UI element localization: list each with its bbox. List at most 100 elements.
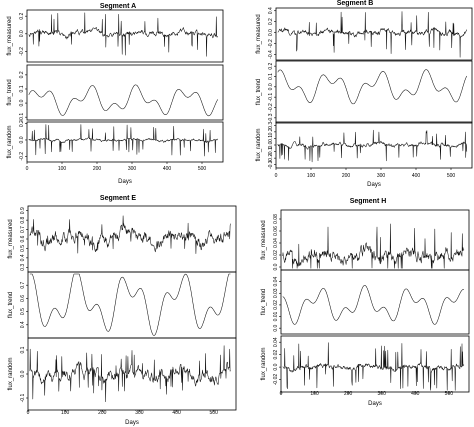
series-line xyxy=(29,215,231,254)
panel-0: 0.3 0.4 0.5 0.6 0.7 0.8 0.9 flux_measured xyxy=(8,205,237,273)
y-tick-label: 0.02 xyxy=(273,250,279,260)
panel-frame xyxy=(27,205,237,273)
y-tick-label: 0.1 xyxy=(268,135,274,142)
y-axis-label: flux_measured xyxy=(256,14,262,53)
y-axis-label: flux_measured xyxy=(8,219,14,258)
y-tick-label: 0.7 xyxy=(20,226,26,233)
y-tick-label: 0.0 xyxy=(19,30,25,37)
panel-frame xyxy=(26,64,224,121)
panel-2: -0.02 0.0 0.02 0.04 flux_random 0 100 200 300 400… xyxy=(261,335,470,397)
y-tick-label: 0.2 xyxy=(19,12,25,19)
series-line xyxy=(28,124,218,157)
x-tick-label: 300 xyxy=(377,173,386,179)
panel-1: -0.3-0.2-0.1 0.0 0.1 0.2 flux_trend xyxy=(256,60,473,124)
x-tick-label: 200 xyxy=(98,410,107,416)
x-tick-label: 100 xyxy=(58,166,67,172)
panel-frame xyxy=(27,271,237,339)
x-tick-label: 0 xyxy=(26,166,29,172)
y-tick-label: 0.0 xyxy=(273,324,279,331)
x-tick-label: 300 xyxy=(135,410,144,416)
y-tick-label: 0.01 xyxy=(273,311,279,321)
y-tick-label: -0.3 xyxy=(268,113,274,122)
y-tick-label: 0.3 xyxy=(268,122,274,129)
panel-1: -0.1 0.0 0.1 0.2 flux_trend xyxy=(7,64,224,121)
y-axis-label: flux_random xyxy=(256,128,262,161)
x-tick-label: 200 xyxy=(342,173,351,179)
y-tick-label: 0.2 xyxy=(268,18,274,25)
y-tick-label: -0.1 xyxy=(268,93,274,102)
y-tick-label: 0.4 xyxy=(20,254,26,261)
x-axis-label: Days xyxy=(118,179,132,185)
x-tick-label: 100 xyxy=(310,391,319,397)
y-tick-label: 0.2 xyxy=(19,120,25,127)
chart-2: Segment E 0.3 0.4 0.5 0.6 0.7 0.8 0.9 flux_measu… xyxy=(8,195,237,426)
panel-frame xyxy=(275,60,473,124)
y-tick-label: 0.08 xyxy=(273,214,279,224)
chart-1: Segment B-0.4-0.20.00.20.4flux_measured-… xyxy=(256,0,473,188)
x-tick-label: 100 xyxy=(307,173,316,179)
y-tick-label: 0.02 xyxy=(273,350,279,360)
x-tick-label: 200 xyxy=(344,391,353,397)
chart-title: Segment E xyxy=(100,195,137,202)
chart-title: Segment H xyxy=(350,198,387,205)
y-axis-label: flux_trend xyxy=(7,79,13,105)
y-tick-label: 0.7 xyxy=(20,282,26,289)
x-tick-label: 400 xyxy=(163,166,172,172)
panel-frame xyxy=(26,121,224,163)
series-line xyxy=(29,273,231,336)
x-axis-label: Days xyxy=(368,401,382,407)
y-axis-label: flux_trend xyxy=(256,79,262,105)
y-axis-label: flux_random xyxy=(261,347,267,380)
y-tick-label: 0.06 xyxy=(273,226,279,236)
y-tick-label: 0.1 xyxy=(19,85,25,92)
panel-0: -0.2 0.0 0.2 flux_measured xyxy=(7,9,224,63)
x-tick-label: 0 xyxy=(275,173,278,179)
x-tick-label: 400 xyxy=(412,173,421,179)
y-tick-label: 0.0 xyxy=(268,141,274,148)
y-tick-label: -0.4 xyxy=(268,50,274,59)
chart-title: Segment A xyxy=(100,3,136,10)
y-tick-label: 0.03 xyxy=(273,288,279,298)
y-tick-label: -0.2 xyxy=(268,154,274,163)
y-tick-label: 0.02 xyxy=(273,300,279,310)
chart-3: Segment H 0.0 0.02 0.04 0.06 0.08 flux_measure… xyxy=(261,198,470,407)
y-tick-label: 0.2 xyxy=(268,128,274,135)
y-tick-label: 0.2 xyxy=(19,71,25,78)
y-tick-label: -0.2 xyxy=(268,39,274,48)
y-tick-label: 0.5 xyxy=(20,245,26,252)
x-tick-label: 500 xyxy=(447,173,456,179)
series-line xyxy=(277,69,468,105)
y-tick-label: 0.0 xyxy=(268,29,274,36)
x-tick-label: 500 xyxy=(210,410,219,416)
y-tick-label: 0.4 xyxy=(20,321,26,328)
series-line xyxy=(277,11,468,58)
panel-frame xyxy=(280,269,470,335)
y-tick-label: 0.6 xyxy=(20,295,26,302)
x-tick-label: 300 xyxy=(378,391,387,397)
y-tick-label: 0.9 xyxy=(20,207,26,214)
x-tick-label: 500 xyxy=(198,166,207,172)
panel-1: 0.4 0.5 0.6 0.7 flux_trend xyxy=(8,271,237,339)
x-tick-label: 200 xyxy=(93,166,102,172)
y-tick-label: 0.4 xyxy=(268,7,274,14)
panel-1: 0.0 0.010.02 0.030.04 flux_trend xyxy=(261,269,470,335)
y-tick-label: 0.04 xyxy=(273,337,279,347)
panel-0: -0.4 -0.2 0.0 0.2 0.4 flux_measured xyxy=(256,7,473,61)
x-tick-label: 400 xyxy=(411,391,420,397)
y-tick-label: -0.1 xyxy=(268,147,274,156)
x-axis-label: Days xyxy=(125,420,139,426)
y-tick-label: -0.3 xyxy=(268,160,274,169)
y-tick-label: 0.1 xyxy=(20,346,26,353)
x-tick-label: 400 xyxy=(172,410,181,416)
chart-0: Segment A -0.2 0.0 0.2 flux_measured -0.1 0.0 0… xyxy=(7,3,224,185)
y-axis-label: flux_measured xyxy=(261,220,267,259)
x-tick-label: 0 xyxy=(27,410,30,416)
y-axis-label: flux_random xyxy=(7,125,13,158)
y-tick-label: 0.0 xyxy=(19,136,25,143)
y-axis-label: flux_measured xyxy=(7,16,13,55)
chart-title: Segment B xyxy=(337,0,374,7)
y-tick-label: -0.1 xyxy=(20,393,26,402)
series-line xyxy=(282,285,465,325)
y-axis-label: flux_trend xyxy=(8,292,14,318)
